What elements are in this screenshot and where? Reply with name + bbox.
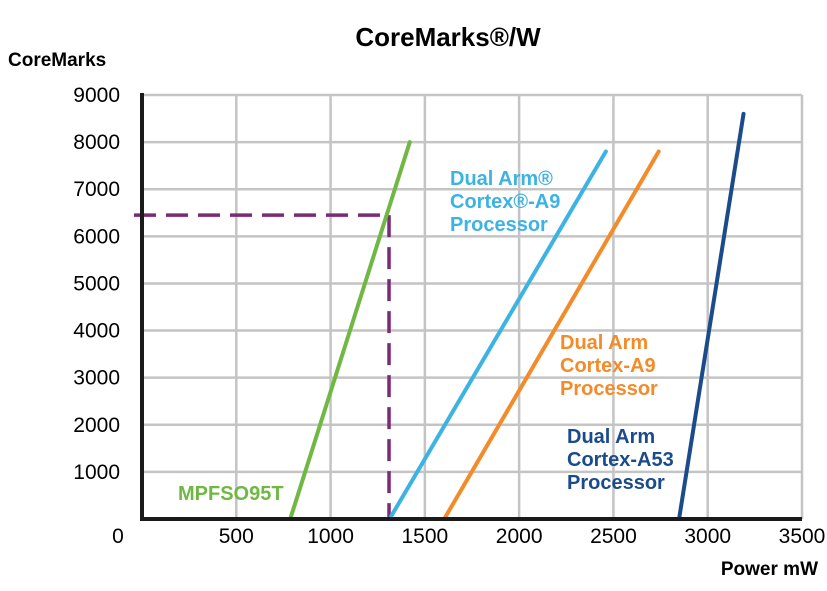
chart-title: CoreMarks®/W [355,22,541,52]
x-tick-labels: 0 500 1000 1500 2000 2500 3000 3500 [112,525,825,548]
y-tick-labels: 1000 2000 3000 4000 5000 6000 7000 8000 9000 [73,84,120,484]
y-tick-label: 6000 [73,225,120,248]
series-label-1: Dual Arm® Cortex®-A9 Processor [450,168,560,236]
series-label-3: Dual Arm Cortex-A53 Processor [567,426,674,494]
y-tick-label: 8000 [73,131,120,154]
x-axis-label: Power mW [721,559,818,580]
y-tick-label: 9000 [73,84,120,107]
series-line-2 [443,149,661,519]
y-tick-label: 1000 [73,461,120,484]
x-tick-label: 3500 [779,525,826,548]
y-axis-label: CoreMarks [8,50,106,71]
x-tick-label: 0 [112,525,124,548]
y-tick-label: 3000 [73,367,120,390]
y-tick-label: 2000 [73,414,120,437]
grid [142,93,804,519]
series-line-1 [388,149,608,519]
x-tick-label: 1000 [307,525,354,548]
series-lines [288,111,746,519]
x-tick-label: 2500 [590,525,637,548]
x-tick-label: 2000 [496,525,543,548]
series-line-3 [677,111,746,519]
series-labels: MPFSO95T Dual Arm® Cortex®-A9 Processor Dual… [178,168,674,505]
y-tick-label: 4000 [73,320,120,343]
y-tick-label: 7000 [73,178,120,201]
reference-lines [134,213,391,519]
y-tick-label: 5000 [73,272,120,295]
series-label-2: Dual Arm Cortex-A9 Processor [560,332,658,400]
axes [140,93,802,521]
series-label-0: MPFSO95T [178,483,284,505]
x-tick-label: 1500 [401,525,448,548]
x-tick-label: 500 [219,525,254,548]
x-tick-label: 3000 [684,525,731,548]
series-line-0 [288,140,412,519]
